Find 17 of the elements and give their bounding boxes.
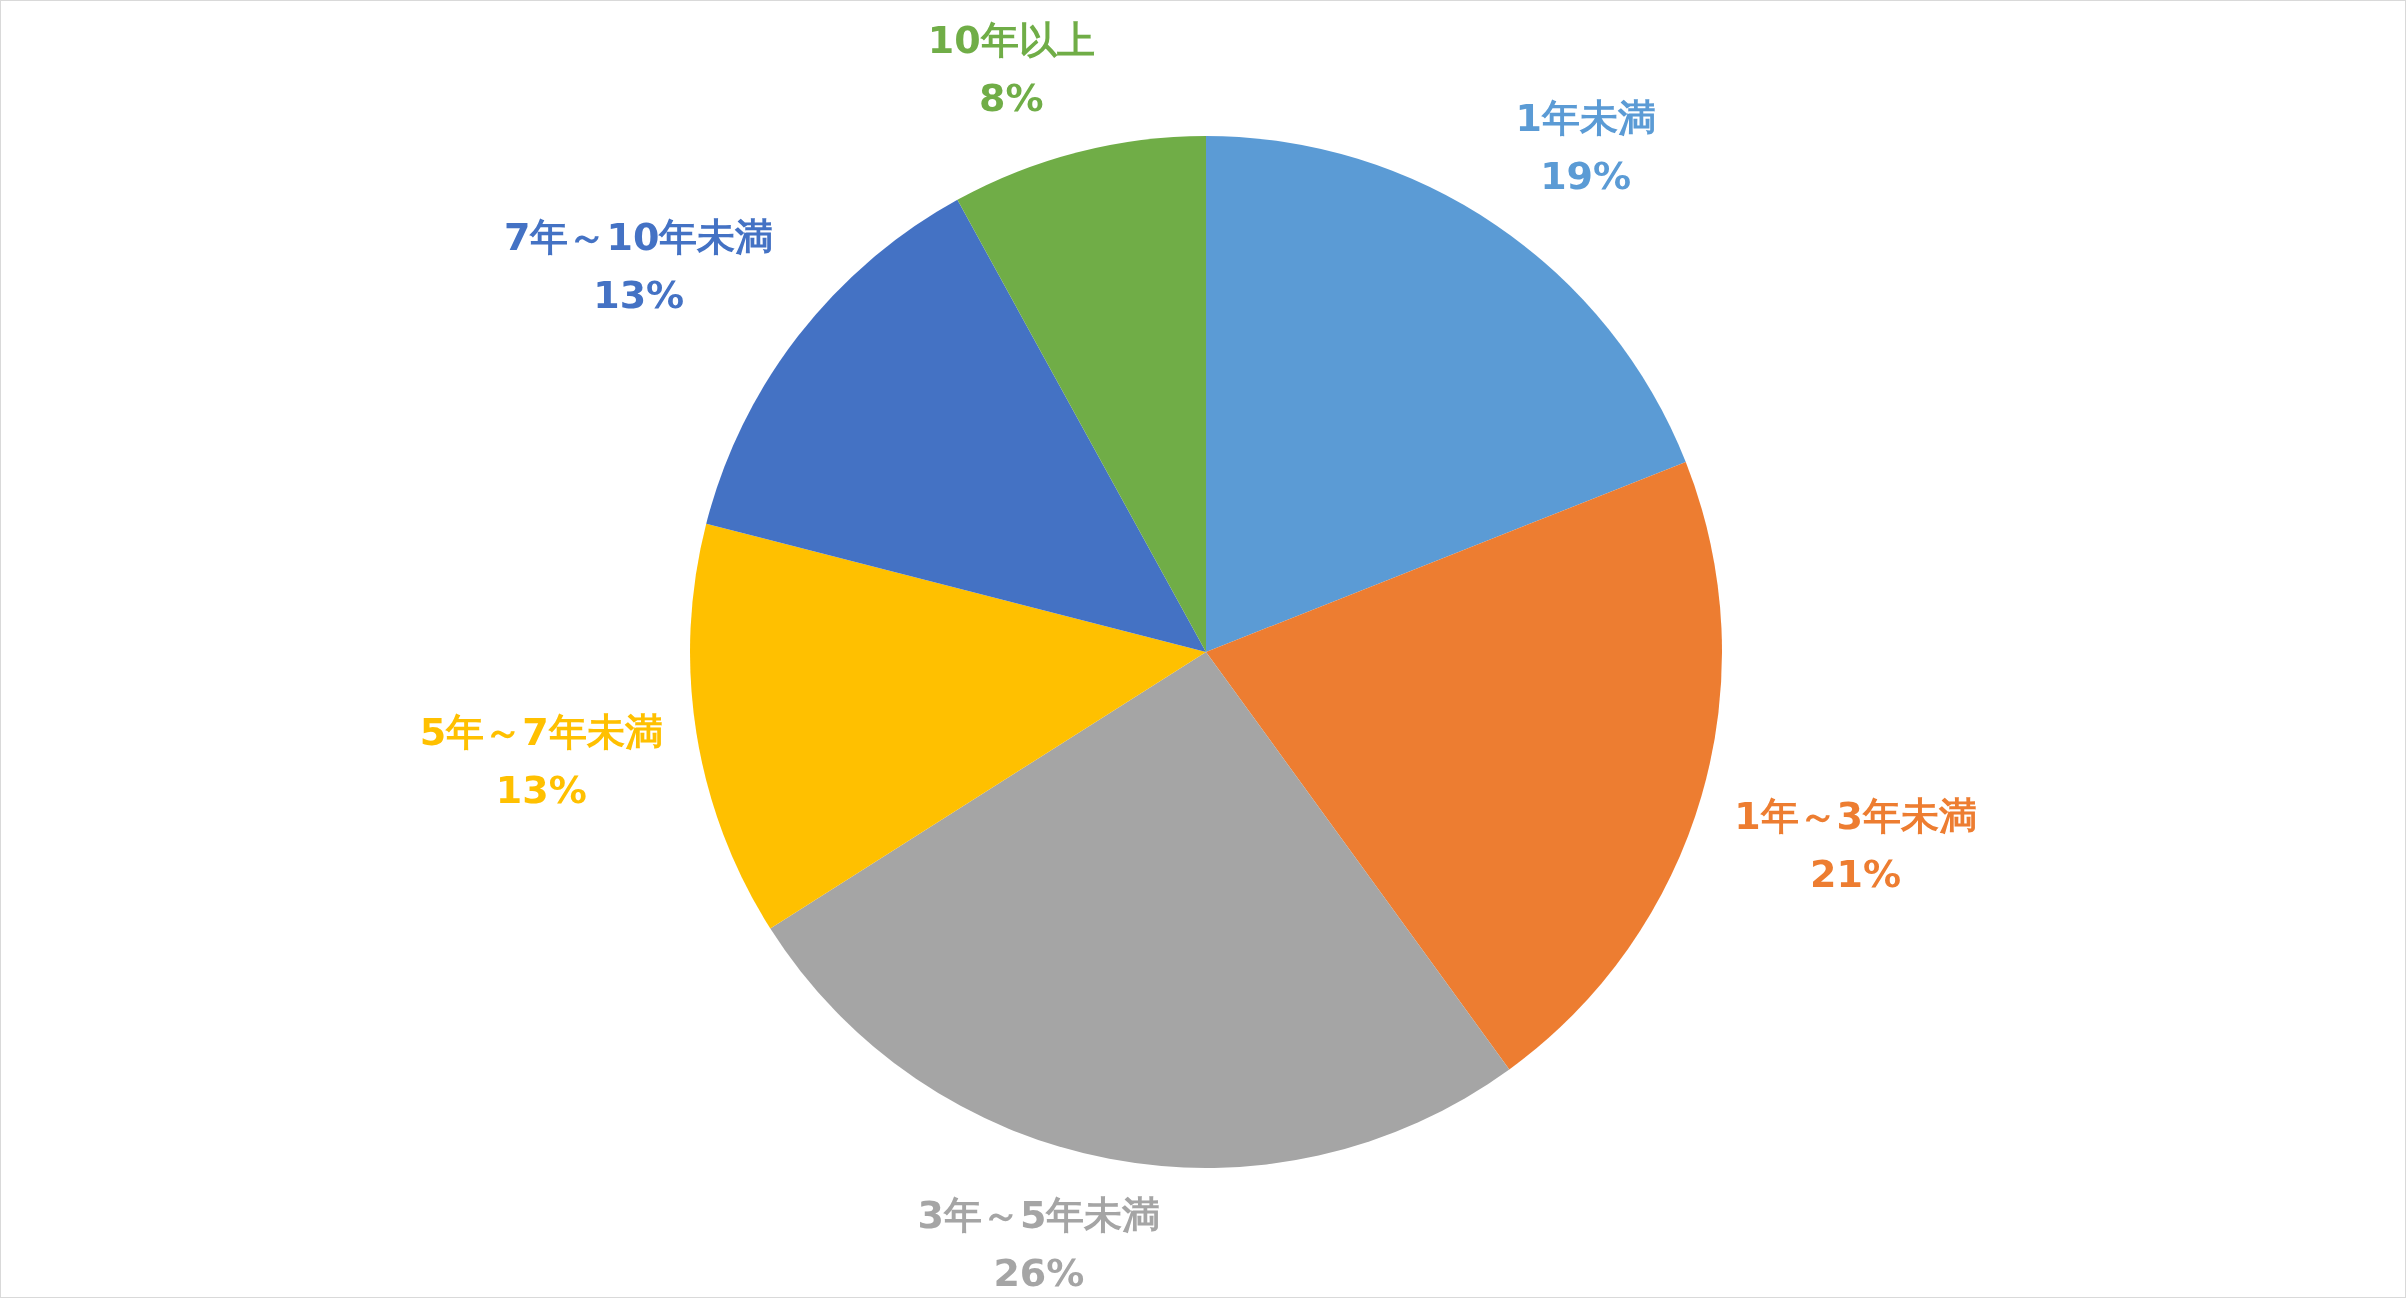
- data-label: 19%: [1540, 154, 1632, 199]
- pie-slice: [1206, 462, 1722, 1070]
- slice-label: 1年～3年未満: [1734, 794, 1978, 839]
- data-label: 8%: [978, 76, 1044, 121]
- data-label: 26%: [993, 1250, 1085, 1295]
- data-label: 13%: [593, 272, 685, 317]
- slice-label: 7年～10年未満: [504, 214, 774, 259]
- slice-label: 10年以上: [927, 18, 1095, 63]
- slice-label: 1年未満: [1515, 96, 1656, 141]
- data-label: 21%: [1810, 852, 1902, 897]
- slice-label: 5年～7年未満: [419, 709, 663, 754]
- pie-slice: [690, 523, 1206, 929]
- data-label: 13%: [495, 767, 587, 812]
- pie-slice: [1206, 136, 1686, 652]
- pie-slice: [770, 652, 1510, 1168]
- slice-label: 3年～5年未満: [917, 1192, 1161, 1237]
- pie-slice: [957, 136, 1206, 652]
